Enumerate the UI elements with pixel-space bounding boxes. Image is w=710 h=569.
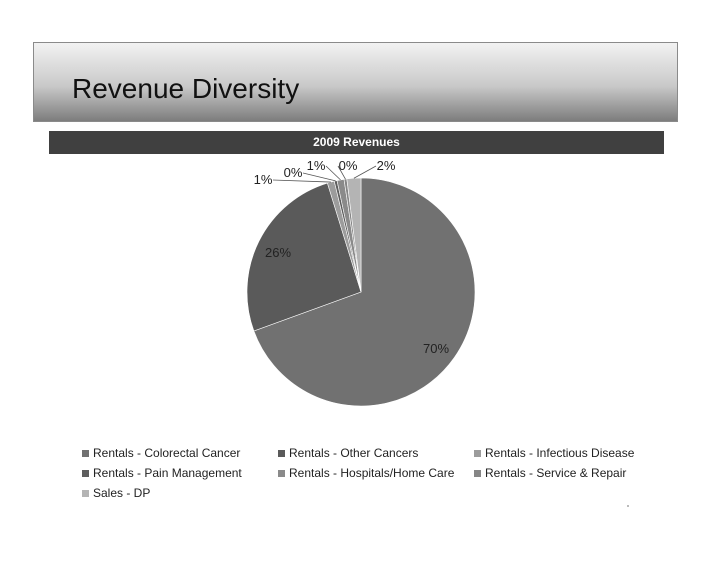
legend-swatch [82,449,89,457]
data-label-4: 0% [284,165,303,180]
legend-item: Rentals - Other Cancers [278,446,418,460]
legend-item: Rentals - Infectious Disease [474,446,634,460]
leader-line-3 [272,179,331,183]
leader-line-4 [302,172,336,182]
legend-label: Rentals - Infectious Disease [485,446,635,460]
leader-line-7 [353,165,377,179]
data-label-5: 1% [307,158,326,173]
pie-slice-1 [253,177,476,407]
legend-swatch [474,449,481,457]
legend-item: Sales - DP [82,486,150,500]
data-label-7: 2% [377,158,396,173]
data-label-6: 0% [339,158,358,173]
legend-swatch [82,469,89,477]
legend-swatch [82,489,89,497]
decorative-dot [627,505,629,507]
legend-label: Sales - DP [93,486,151,500]
legend-swatch [278,449,285,457]
legend-swatch [278,469,285,477]
legend-swatch [474,469,481,477]
legend-item: Rentals - Colorectal Cancer [82,446,240,460]
legend-label: Rentals - Service & Repair [485,466,627,480]
legend-label: Rentals - Other Cancers [289,446,419,460]
chart-title: 2009 Revenues [49,131,664,154]
pie-slice-2 [246,182,362,332]
leader-line-6 [337,165,346,180]
data-label-1: 70% [423,341,449,356]
legend-label: Rentals - Hospitals/Home Care [289,466,455,480]
legend-label: Rentals - Pain Management [93,466,242,480]
title-bar: Revenue Diversity [33,42,678,122]
data-label-3: 1% [254,172,273,187]
legend-item: Rentals - Hospitals/Home Care [278,466,454,480]
slide-title: Revenue Diversity [72,73,300,104]
legend-item: Rentals - Service & Repair [474,466,626,480]
data-label-2: 26% [265,245,291,260]
legend-label: Rentals - Colorectal Cancer [93,446,241,460]
legend-item: Rentals - Pain Management [82,466,242,480]
leader-line-5 [325,165,341,181]
